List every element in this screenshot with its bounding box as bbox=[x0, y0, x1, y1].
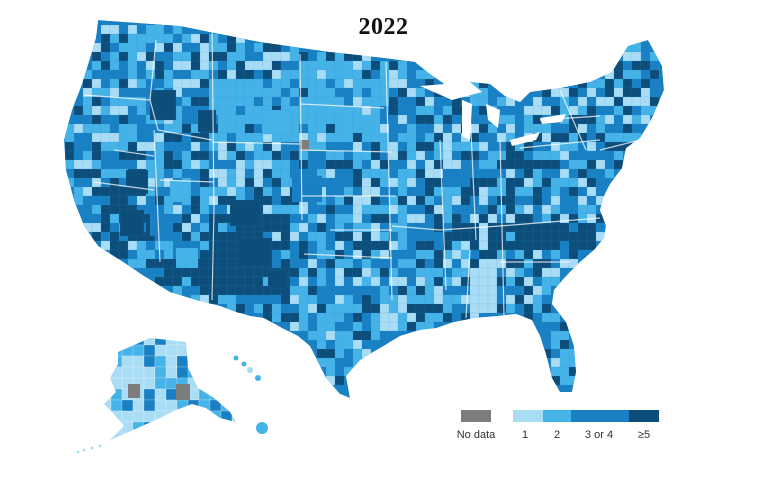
map-title: 2022 bbox=[358, 14, 409, 40]
legend-swatch-3-or-4 bbox=[571, 410, 629, 422]
hawaii bbox=[233, 355, 268, 434]
contiguous-us bbox=[64, 20, 664, 398]
legend-swatch-5-plus bbox=[629, 410, 659, 422]
legend-swatch-no-data bbox=[461, 410, 491, 422]
alaska bbox=[76, 338, 236, 454]
legend-label-5-plus: ≥5 bbox=[637, 429, 651, 441]
legend-swatch-2 bbox=[543, 410, 571, 422]
legend-label-2: 2 bbox=[553, 429, 561, 441]
legend-swatch-1 bbox=[513, 410, 543, 422]
legend-label-3-or-4: 3 or 4 bbox=[584, 429, 614, 441]
legend-label-1: 1 bbox=[521, 429, 529, 441]
legend-label-no-data: No data bbox=[456, 429, 496, 441]
legend: No data 1 2 3 or 4 ≥5 bbox=[455, 410, 665, 450]
